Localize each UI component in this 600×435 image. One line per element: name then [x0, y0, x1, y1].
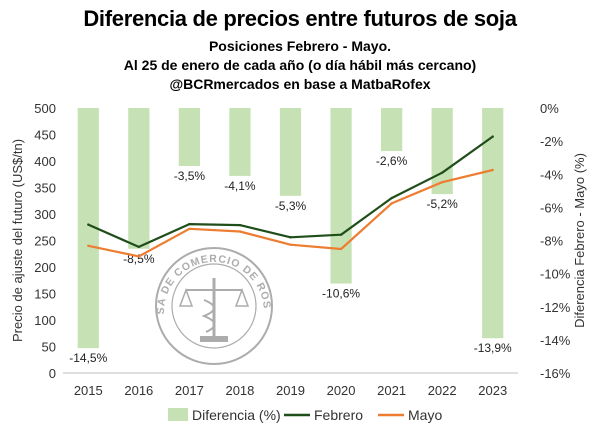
chart-title: Diferencia de precios entre futuros de s…: [83, 6, 517, 31]
bar-2022: [431, 108, 453, 195]
legend-swatch-diferencia: [168, 408, 188, 421]
y-tick-label: 350: [34, 181, 56, 196]
bar-label-2019: -5,3%: [275, 199, 307, 213]
bar-group: [77, 108, 504, 349]
legend-label-diferencia: Diferencia (%): [192, 407, 281, 423]
point-mayo-2019: [289, 243, 292, 246]
x-tick-label: 2023: [478, 383, 507, 398]
point-mayo-2020: [339, 247, 343, 251]
y-axis-title: Precio de ajuste del futuro (US$/tn): [10, 139, 25, 342]
point-febrero-2017: [188, 222, 191, 226]
point-febrero-2023: [491, 135, 494, 138]
bar-2019: [279, 108, 302, 196]
bar-label-2023: -13,9%: [474, 341, 512, 355]
point-febrero-2021: [390, 196, 393, 200]
y-tick-label: 400: [34, 154, 56, 169]
point-mayo-2017: [188, 227, 191, 231]
y-tick-label: 500: [34, 101, 56, 116]
bar-2020: [330, 108, 352, 284]
x-tick-label: 2019: [276, 383, 305, 398]
y2-axis-title: Diferencia Febrero - Mayo (%): [572, 153, 587, 328]
y-tick-label: 0: [49, 366, 56, 381]
point-mayo-2016: [137, 255, 141, 258]
bar-label-2020: -10,6%: [322, 287, 360, 301]
bar-2015: [77, 108, 99, 349]
point-febrero-2015: [87, 223, 90, 226]
point-mayo-2015: [87, 244, 90, 247]
x-tick-label: 2021: [377, 383, 406, 398]
bar-2017: [178, 108, 201, 166]
y2-tick-label: -12%: [540, 300, 571, 315]
x-tick-label: 2020: [327, 383, 356, 398]
y-tick-label: 50: [42, 340, 56, 355]
x-tick-label: 2015: [74, 383, 103, 398]
y2-tick-label: -2%: [540, 134, 564, 149]
bar-2018: [229, 108, 251, 176]
y2-tick-label: -10%: [540, 267, 571, 282]
y2-tick-label: -4%: [540, 167, 564, 182]
point-febrero-2016: [137, 245, 141, 249]
point-mayo-2023: [491, 168, 494, 172]
y2-tick-label: -6%: [540, 200, 564, 215]
bar-label-group: -14,5%-8,5%-3,5%-4,1%-5,3%-10,6%-2,6%-5,…: [69, 154, 512, 365]
y-tick-label: 200: [34, 260, 56, 275]
chart-subtitle-line-1: Posiciones Febrero - Mayo.: [208, 38, 392, 54]
point-febrero-2020: [339, 233, 343, 236]
line-group: [87, 135, 494, 258]
point-febrero-2019: [289, 236, 292, 239]
y2-tick-label: 0%: [540, 101, 559, 116]
y-tick-label: 250: [34, 234, 56, 249]
y-tick-label: 100: [34, 313, 56, 328]
chart-subtitle-line-2: Al 25 de enero de cada año (o día hábil …: [123, 57, 477, 73]
point-mayo-2021: [390, 202, 393, 205]
point-febrero-2018: [238, 223, 242, 227]
legend-label-febrero: Febrero: [314, 407, 363, 423]
bar-2023: [482, 108, 504, 339]
chart-subtitle-line-3: @BCRmercados en base a MatbaRofex: [169, 76, 431, 92]
bar-label-2018: -4,1%: [224, 179, 256, 193]
bar-label-2017: -3,5%: [174, 169, 206, 183]
bar-label-2022: -5,2%: [426, 197, 458, 211]
x-tick-label: 2018: [225, 383, 254, 398]
y-tick-label: 300: [34, 207, 56, 222]
bar-2016: [128, 108, 150, 249]
point-febrero-2022: [440, 171, 444, 174]
x-tick-label: 2017: [175, 383, 204, 398]
y2-tick-label: -8%: [540, 234, 564, 249]
x-tick-label: 2022: [428, 383, 457, 398]
legend: Diferencia (%) Febrero Mayo: [168, 407, 442, 423]
y-tick-label: 450: [34, 128, 56, 143]
x-tick-label: 2016: [124, 383, 153, 398]
y-tick-label: 150: [34, 287, 56, 302]
axes: 0 50 100 150 200 250 300 350 400 450 500 0% -2% -4% -6…: [10, 101, 587, 398]
bar-label-2015: -14,5%: [69, 351, 107, 365]
point-mayo-2022: [440, 181, 444, 184]
legend-label-mayo: Mayo: [408, 407, 442, 423]
bar-label-2021: -2,6%: [376, 154, 408, 168]
y2-tick-label: -16%: [540, 366, 571, 381]
bar-2021: [380, 108, 403, 152]
y2-tick-label: -14%: [540, 333, 571, 348]
point-mayo-2018: [238, 230, 242, 233]
